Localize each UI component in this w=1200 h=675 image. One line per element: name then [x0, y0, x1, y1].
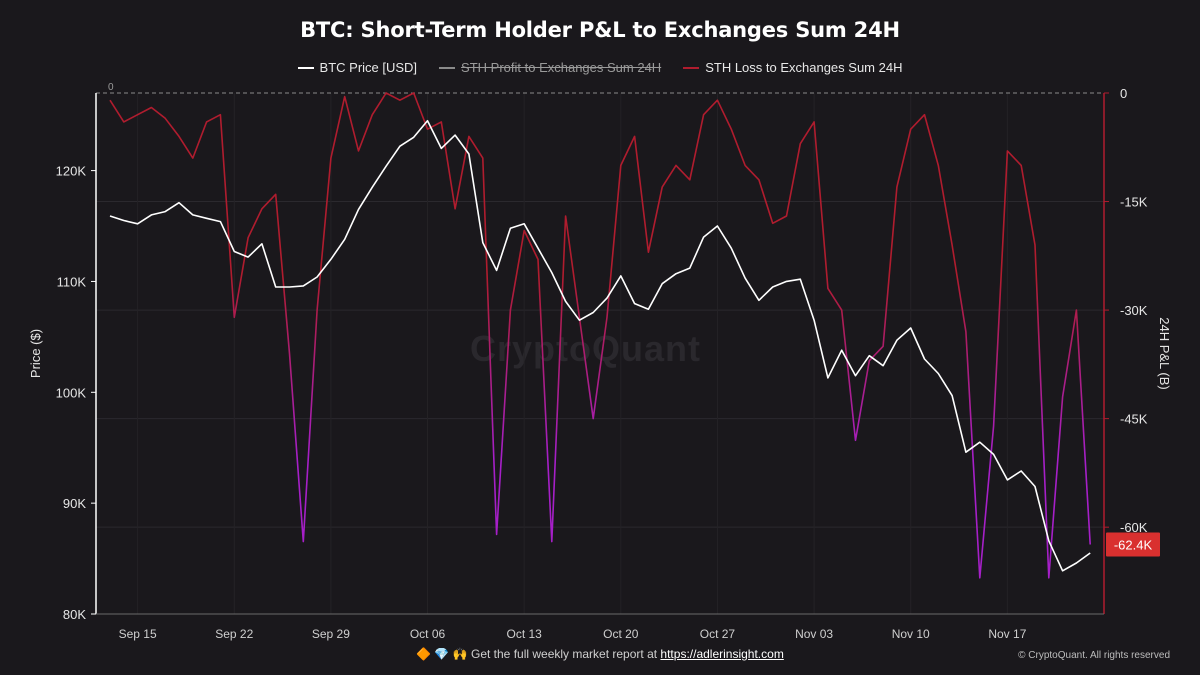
- footer-icons: 🔶 💎 🙌: [416, 647, 468, 661]
- left-tick-label: 80K: [63, 607, 86, 622]
- x-tick-label: Nov 17: [988, 627, 1026, 641]
- legend-label-sth-profit: STH Profit to Exchanges Sum 24H: [461, 60, 662, 75]
- x-tick-label: Sep 22: [215, 627, 253, 641]
- last-value-label: -62.4K: [1114, 538, 1153, 553]
- y-axis-label-left: Price ($): [28, 329, 43, 378]
- copyright: © CryptoQuant. All rights reserved: [1018, 650, 1170, 661]
- legend-swatch-sth-profit: [439, 66, 456, 69]
- x-tick-label: Oct 27: [700, 627, 736, 641]
- chart-title: BTC: Short-Term Holder P&L to Exchanges …: [300, 18, 900, 42]
- legend-label-btc-price: BTC Price [USD]: [319, 60, 418, 75]
- x-tick-label: Sep 15: [119, 627, 157, 641]
- chart-legend: BTC Price [USD] STH Profit to Exchanges …: [0, 60, 1200, 75]
- legend-swatch-sth-loss: [683, 66, 700, 69]
- x-tick-label: Oct 20: [603, 627, 639, 641]
- footer-note: 🔶 💎 🙌 Get the full weekly market report …: [0, 647, 1200, 661]
- right-tick-label: -60K: [1120, 520, 1148, 535]
- legend-item-sth-loss[interactable]: STH Loss to Exchanges Sum 24H: [683, 60, 902, 75]
- series-line-btc-price: [109, 119, 1091, 572]
- right-tick-label: -30K: [1120, 303, 1148, 318]
- left-tick-label: 100K: [56, 385, 87, 400]
- x-tick-label: Sep 29: [312, 627, 350, 641]
- x-tick-label: Nov 10: [892, 627, 930, 641]
- left-tick-label: 120K: [56, 164, 87, 179]
- x-tick-label: Oct 13: [506, 627, 542, 641]
- left-tick-label: 90K: [63, 496, 86, 511]
- x-tick-label: Nov 03: [795, 627, 833, 641]
- right-tick-label: -15K: [1120, 195, 1148, 210]
- y-axis-label-right: 24H P&L (B): [1157, 317, 1172, 390]
- x-tick-label: Oct 06: [410, 627, 446, 641]
- footer-text: Get the full weekly market report at: [471, 647, 658, 661]
- right-tick-label: -45K: [1120, 412, 1148, 427]
- legend-item-btc-price[interactable]: BTC Price [USD]: [297, 60, 418, 75]
- zero-line-label: 0: [108, 82, 114, 93]
- legend-label-sth-loss: STH Loss to Exchanges Sum 24H: [705, 60, 903, 75]
- footer-link[interactable]: https://adlerinsight.com: [660, 647, 784, 661]
- legend-item-sth-profit[interactable]: STH Profit to Exchanges Sum 24H: [439, 60, 661, 75]
- left-tick-label: 110K: [57, 274, 87, 289]
- right-tick-label: 0: [1120, 86, 1127, 101]
- legend-swatch-btc-price: [297, 66, 314, 69]
- series-line-sth-loss: [109, 92, 1091, 579]
- last-value-badge: [1106, 532, 1160, 557]
